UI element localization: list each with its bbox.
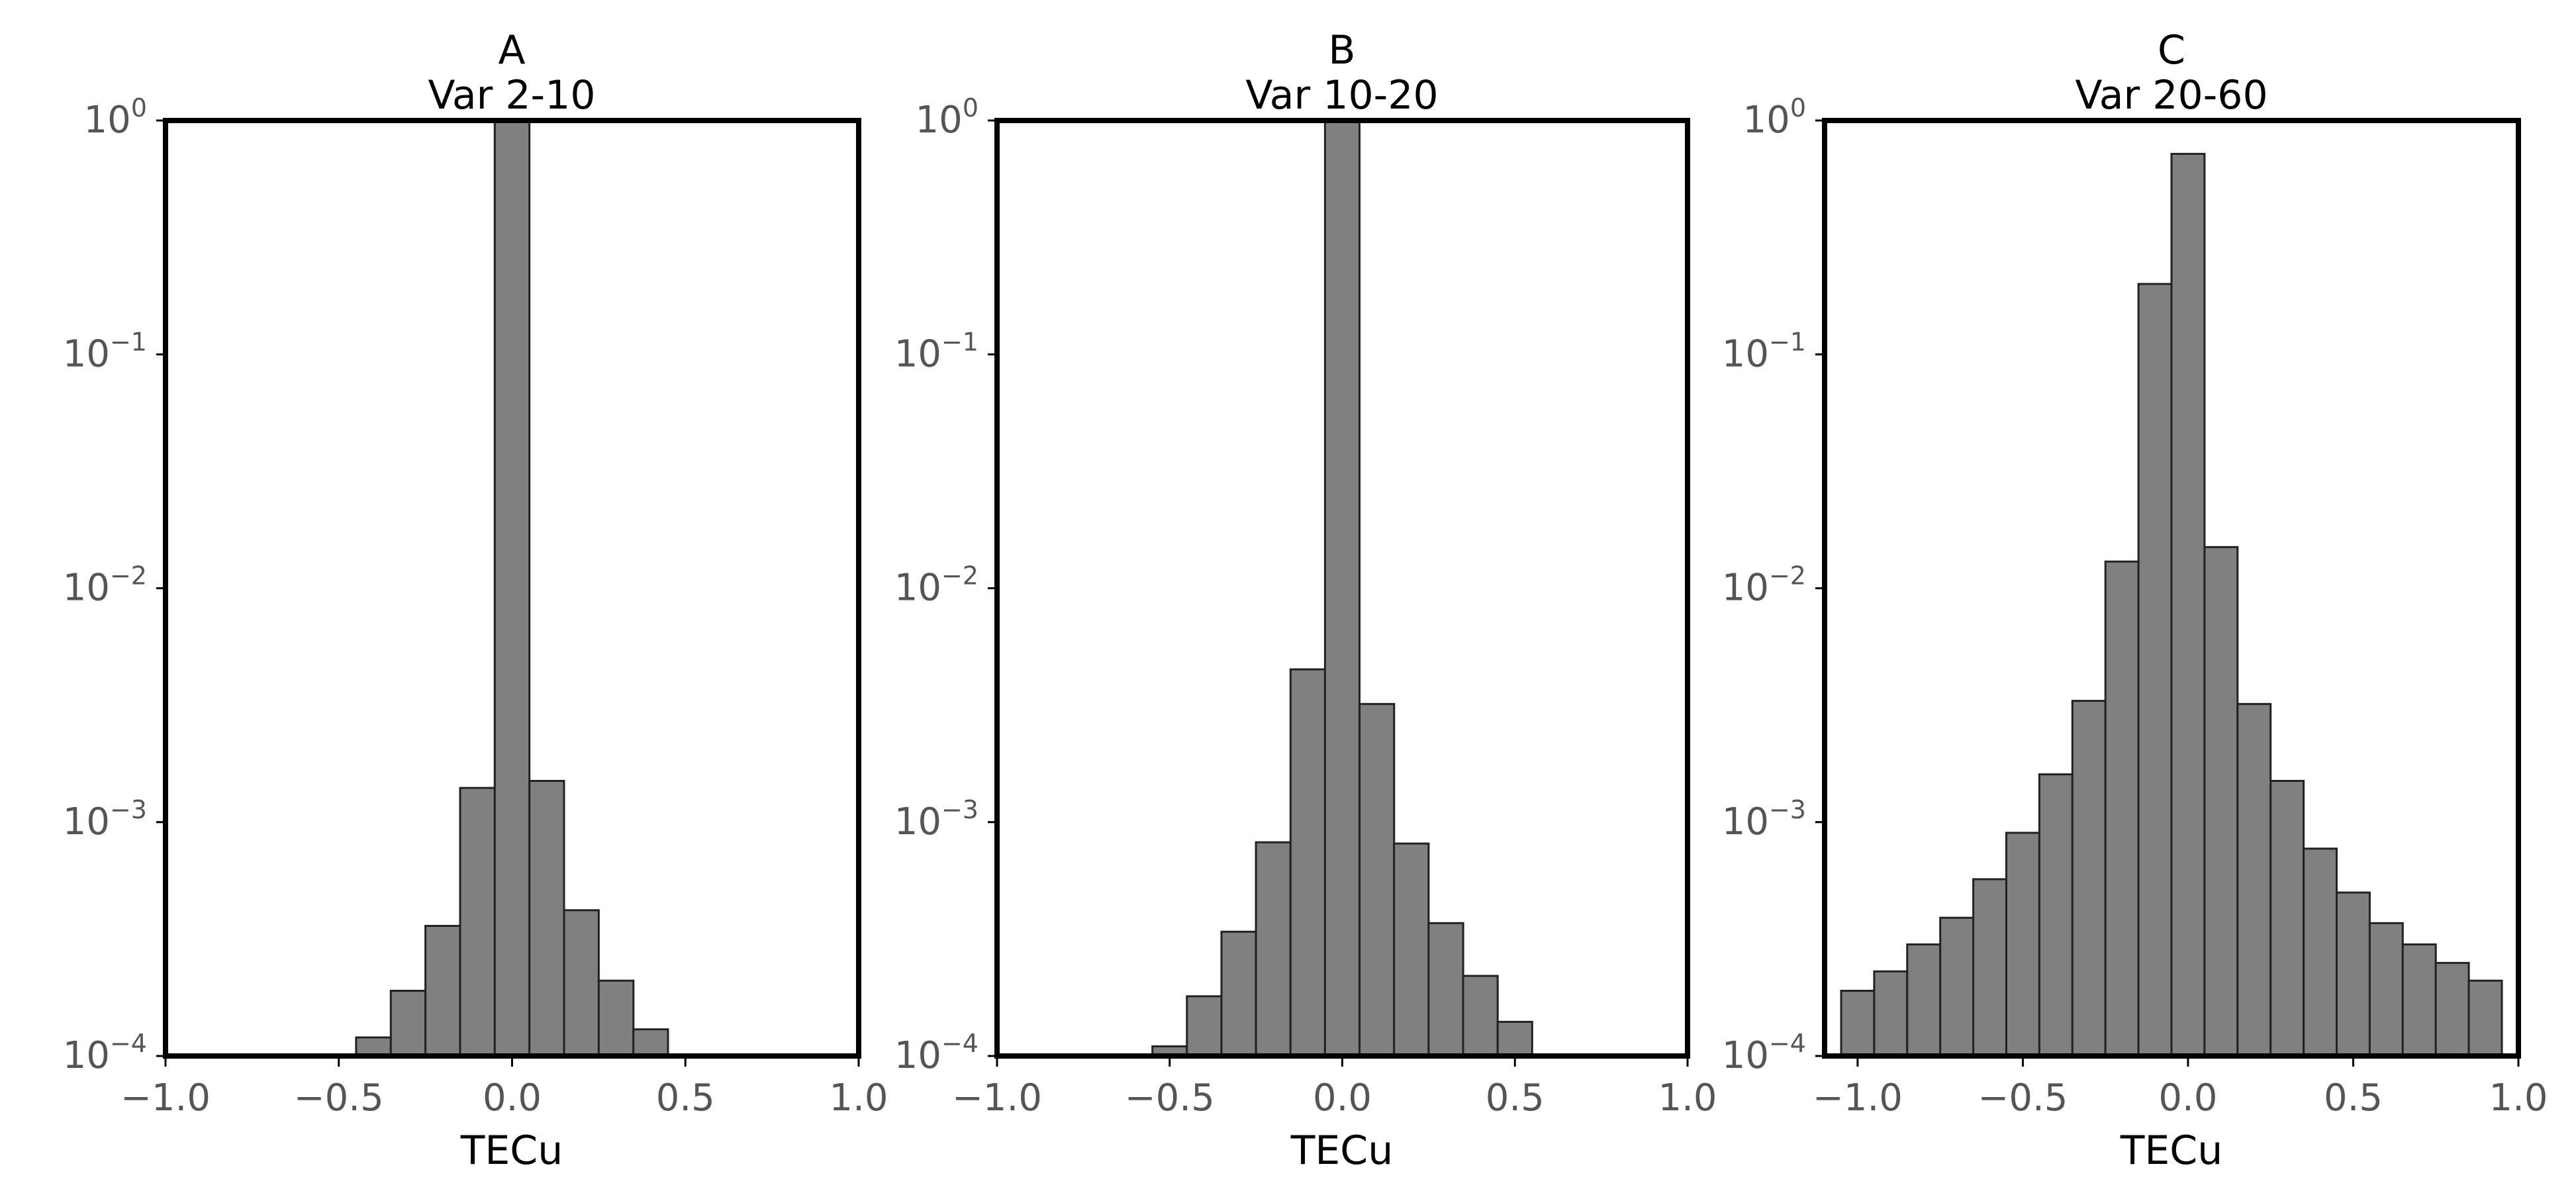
- panel-a-x-tick-label: −1.0: [120, 1077, 211, 1120]
- panel-a-bar: [528, 780, 565, 1057]
- panel-a-label: A: [498, 27, 525, 73]
- panel-b-x-tick-label: 0.5: [1486, 1077, 1545, 1120]
- panel-b-bar: [1323, 119, 1361, 1057]
- panel-c: C Var 20-60 100 10−1 10−2 10−3 10−4 −1.0 −0.5…: [1722, 27, 2548, 1174]
- panel-b-x-ticks: −1.0 −0.5 0.0 0.5 1.0: [952, 1056, 1717, 1120]
- panel-c-bar: [2203, 546, 2239, 1057]
- panel-b-bar: [1427, 922, 1464, 1057]
- panel-b-x-tick-label: 0.0: [1313, 1077, 1372, 1120]
- panel-b-x-tick-label: −1.0: [952, 1077, 1042, 1120]
- panel-c-y-tick-label: 10−1: [1722, 327, 1806, 375]
- panel-b-y-tick-label: 10−2: [894, 561, 978, 610]
- panel-a: A Var 2-10 100 10−1 10−2 10−3 10−4 −1.0 −0.5 0…: [63, 27, 888, 1174]
- panel-b-y-tick-label: 10−3: [894, 795, 978, 843]
- panel-c-x-tick-label: 0.5: [2324, 1077, 2383, 1120]
- panel-a-x-tick-label: 0.0: [483, 1077, 542, 1120]
- panel-c-label: C: [2158, 27, 2185, 73]
- panel-a-bar: [424, 925, 461, 1057]
- panel-b-y-tick-label: 10−4: [894, 1029, 978, 1077]
- panel-c-bar: [1906, 943, 1942, 1057]
- panel-c-x-tick-label: −0.5: [1978, 1077, 2068, 1120]
- panel-b-y-tick-label: 10−1: [894, 327, 978, 375]
- panel-a-bar: [597, 979, 635, 1057]
- panel-c-bar: [1939, 916, 1975, 1057]
- panel-b-title: Var 10-20: [1245, 72, 1438, 119]
- panel-c-bar: [1873, 970, 1909, 1057]
- panel-c-x-axis-label: TECu: [2120, 1127, 2222, 1174]
- panel-a-bar: [563, 909, 600, 1057]
- panel-a-y-tick-label: 10−2: [63, 561, 147, 610]
- panel-a-frame: [163, 118, 861, 1059]
- panel-c-y-tick-label: 10−2: [1722, 561, 1806, 610]
- panel-c-y-tick-label: 10−4: [1722, 1029, 1806, 1077]
- panel-c-bar: [2104, 560, 2140, 1057]
- panel-b-x-tick-label: −0.5: [1125, 1077, 1215, 1120]
- panel-b-bar: [1359, 702, 1396, 1057]
- panel-c-bar: [2236, 702, 2272, 1057]
- panel-a-x-ticks: −1.0 −0.5 0.0 0.5 1.0: [120, 1056, 888, 1120]
- panel-a-x-tick-label: 0.5: [656, 1077, 715, 1120]
- panel-b-bar: [1393, 842, 1430, 1057]
- panel-a-bar: [632, 1028, 669, 1057]
- panel-b-bar: [1220, 930, 1257, 1057]
- panel-c-bar: [2038, 773, 2074, 1057]
- panel-c-bars: [1840, 152, 2503, 1057]
- panel-c-frame: [1822, 118, 2521, 1059]
- panel-c-bar: [1972, 878, 2008, 1057]
- panel-c-bar: [2336, 891, 2371, 1057]
- panel-b-x-axis-label: TECu: [1290, 1127, 1393, 1174]
- panel-a-bar: [493, 119, 531, 1057]
- panel-c-y-ticks: 100 10−1 10−2 10−3 10−4: [1722, 93, 1825, 1077]
- panel-c-bar: [2269, 780, 2305, 1057]
- panel-c-bar: [1840, 990, 1876, 1057]
- panel-a-title: Var 2-10: [428, 72, 595, 119]
- panel-c-title: Var 20-60: [2075, 72, 2267, 119]
- panel-b-bar: [1255, 841, 1292, 1057]
- panel-c-bar: [2071, 700, 2107, 1057]
- panel-c-x-tick-label: −1.0: [1813, 1077, 1903, 1120]
- panel-a-bar: [459, 787, 496, 1057]
- panel-c-x-ticks: −1.0 −0.5 0.0 0.5 1.0: [1813, 1056, 2548, 1120]
- panel-a-x-tick-label: −0.5: [294, 1077, 384, 1120]
- panel-c-bar: [2434, 961, 2470, 1057]
- panel-b-label: B: [1328, 27, 1355, 73]
- panel-a-y-tick-label: 10−4: [63, 1029, 147, 1077]
- panel-b-frame: [994, 118, 1690, 1059]
- panel-a-bar: [355, 1036, 392, 1057]
- panel-c-bar: [2005, 832, 2040, 1057]
- panel-a-y-tick-label: 10−3: [63, 795, 147, 843]
- panel-a-bar: [389, 990, 427, 1057]
- panel-b-bar: [1462, 975, 1499, 1057]
- panel-b-y-tick-label: 100: [916, 93, 978, 142]
- panel-a-y-tick-label: 100: [84, 93, 147, 142]
- panel-c-x-tick-label: 1.0: [2489, 1077, 2548, 1120]
- panel-a-x-axis-label: TECu: [460, 1127, 563, 1174]
- panel-c-bar: [2137, 283, 2173, 1057]
- panel-c-x-tick-label: 0.0: [2158, 1077, 2217, 1120]
- panel-c-bar: [2467, 979, 2503, 1057]
- panel-b-bar: [1496, 1020, 1533, 1057]
- panel-c-bar: [2303, 847, 2338, 1057]
- panel-c-bar: [2401, 943, 2437, 1057]
- panel-c-y-tick-label: 10−3: [1722, 795, 1806, 843]
- panel-a-x-tick-label: 1.0: [829, 1077, 888, 1120]
- panel-a-y-ticks: 100 10−1 10−2 10−3 10−4: [63, 93, 166, 1077]
- panel-b-y-ticks: 100 10−1 10−2 10−3 10−4: [894, 93, 997, 1077]
- panel-b-bar: [1186, 995, 1223, 1057]
- panel-c-y-tick-label: 100: [1743, 93, 1806, 142]
- panel-b-bar: [1289, 668, 1326, 1057]
- panel-b-x-tick-label: 1.0: [1658, 1077, 1717, 1120]
- panel-c-bar: [2170, 152, 2206, 1057]
- panel-b: B Var 10-20 100 10−1 10−2 10−3 10−4 −1.0 −0.5…: [894, 27, 1717, 1174]
- panel-c-bar: [2368, 922, 2404, 1057]
- panel-a-y-tick-label: 10−1: [63, 327, 147, 375]
